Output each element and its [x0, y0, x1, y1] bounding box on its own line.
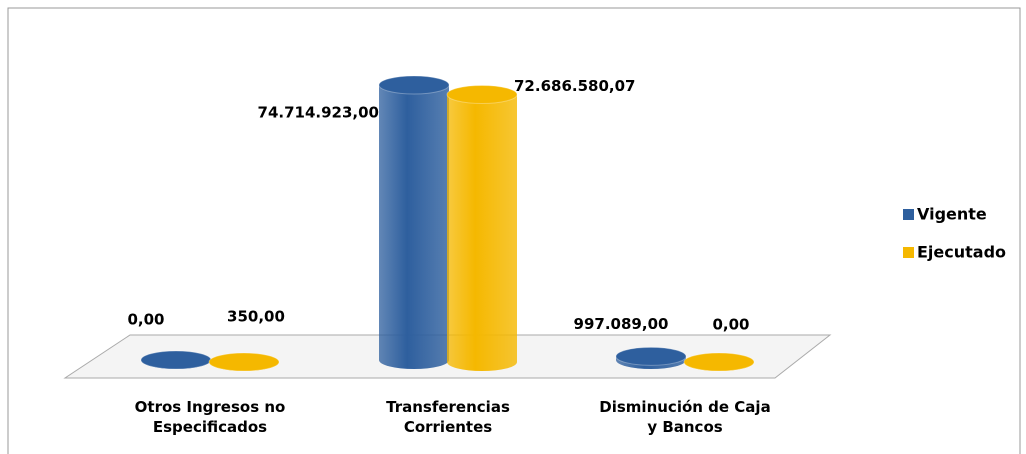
cylinder-top: [446, 84, 518, 104]
x-tick-label: Disminución de Caja y Bancos: [599, 398, 771, 436]
cylinder: [447, 94, 517, 371]
frame: [7, 7, 1021, 454]
legend-swatch: [903, 247, 914, 258]
cylinder-top: [140, 350, 212, 370]
x-tick-label: Transferencias Corrientes: [386, 398, 510, 436]
cylinder: [379, 85, 449, 369]
data-label: 997.089,00: [574, 315, 669, 333]
data-label: 72.686.580,07: [514, 77, 635, 95]
cylinder-top: [683, 352, 755, 372]
x-tick-label: Otros Ingresos no Especificados: [134, 398, 286, 436]
legend-swatch: [903, 209, 914, 220]
cylinder-top: [615, 346, 687, 366]
cylinder-top: [378, 75, 450, 95]
legend-label: Ejecutado: [917, 243, 1006, 262]
cylinder-top: [208, 352, 280, 372]
data-label: 0,00: [712, 316, 749, 334]
legend-label: Vigente: [917, 205, 987, 224]
data-label: 74.714.923,00: [258, 104, 379, 122]
data-label: 350,00: [227, 307, 285, 325]
data-label: 0,00: [127, 311, 164, 329]
